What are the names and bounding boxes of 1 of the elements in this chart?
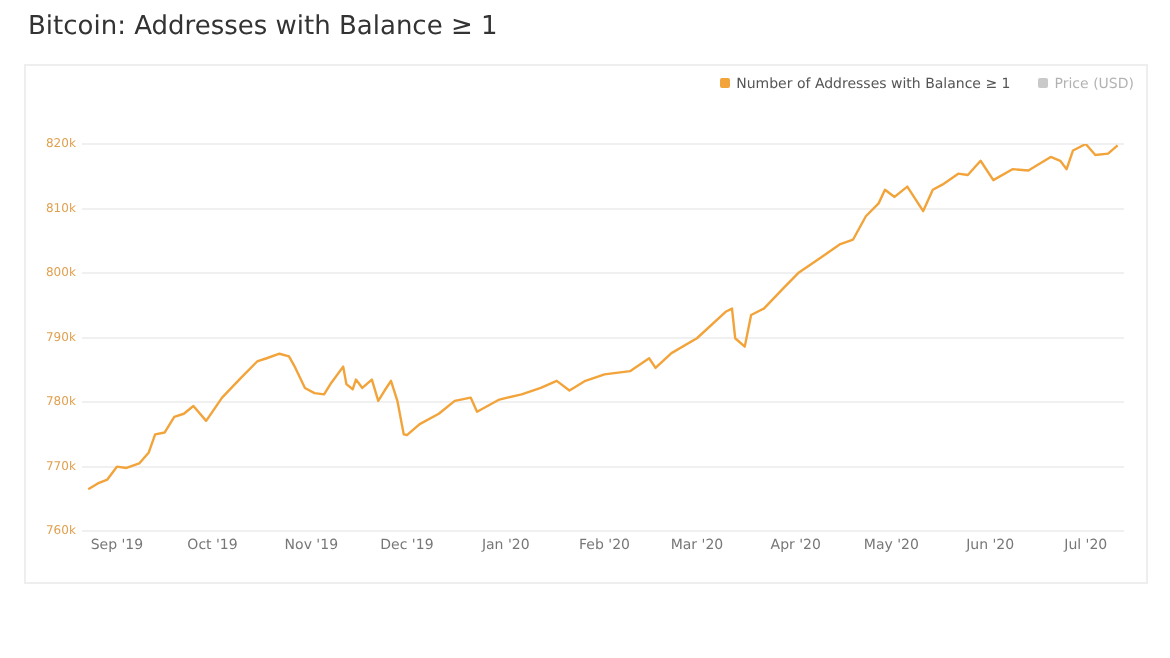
chart-title: Bitcoin: Addresses with Balance ≥ 1 [28,12,498,42]
